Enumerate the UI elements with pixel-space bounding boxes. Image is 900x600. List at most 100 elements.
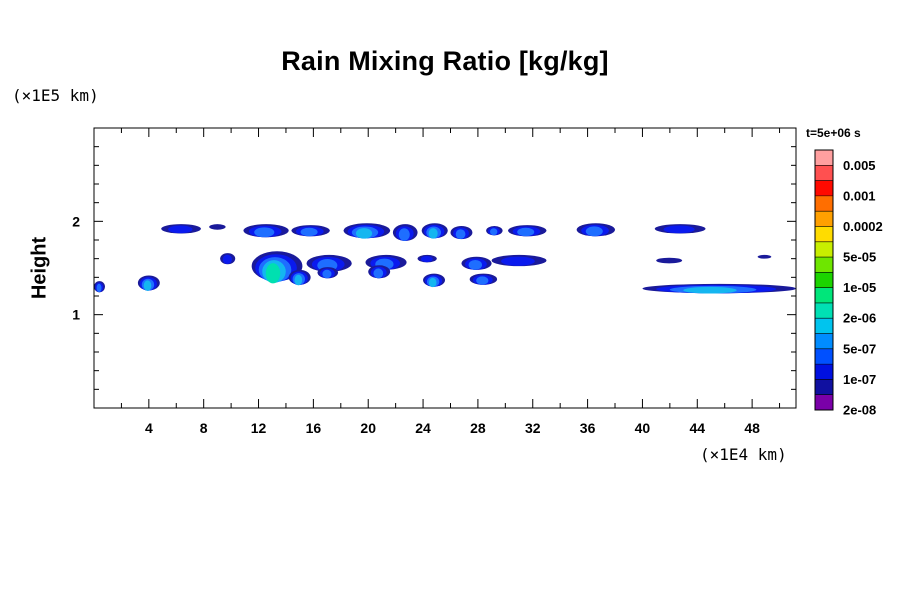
x-tick-label: 16 xyxy=(306,420,322,436)
rain-cell xyxy=(654,224,706,234)
x-tick-label: 32 xyxy=(525,420,541,436)
rain-cell xyxy=(94,281,105,293)
colorbar-swatch xyxy=(815,379,833,396)
plot-border xyxy=(93,127,797,409)
x-tick-label: 20 xyxy=(360,420,376,436)
x-axis-multiplier: (×1E4 km) xyxy=(700,445,787,464)
x-tick-label: 24 xyxy=(415,420,431,436)
colorbar-swatch xyxy=(815,211,833,227)
y-tick-label: 1 xyxy=(72,307,80,323)
colorbar-label: 2e-08 xyxy=(843,403,876,418)
rain-cell xyxy=(368,265,391,279)
rain-cell-layer xyxy=(501,256,535,266)
rain-cell-layer xyxy=(683,286,737,294)
rain-cell xyxy=(469,273,498,285)
rain-cell xyxy=(209,224,226,230)
rain-cell-layer xyxy=(428,228,438,239)
rain-cell-layer xyxy=(222,254,233,264)
rain-cell xyxy=(251,251,303,284)
colorbar-label: 2e-06 xyxy=(843,311,876,326)
colorbar-swatch xyxy=(815,394,833,411)
rain-cell-layer xyxy=(585,226,603,237)
rain-cell-layer xyxy=(420,256,433,263)
rain-cell xyxy=(423,273,445,288)
time-stamp: t=5e+06 s xyxy=(806,126,861,140)
colorbar-swatch xyxy=(815,272,833,289)
rain-cell-layer xyxy=(663,225,695,234)
rain-cell xyxy=(461,256,492,270)
x-tick-label: 40 xyxy=(635,420,651,436)
rain-cell-layer xyxy=(517,227,535,237)
colorbar-label: 0.005 xyxy=(843,158,876,173)
colorbar-label: 1e-05 xyxy=(843,280,876,295)
colorbar-label: 0.001 xyxy=(843,188,876,203)
chart-title: Rain Mixing Ratio [kg/kg] xyxy=(281,46,609,76)
rain-cell-layer xyxy=(455,229,466,240)
rain-cell xyxy=(656,257,683,264)
rain-cell xyxy=(417,254,437,263)
colorbar-swatch xyxy=(815,226,833,243)
rain-cell-layer xyxy=(143,280,152,291)
rain-cell-layer xyxy=(428,277,437,288)
colorbar-border xyxy=(814,149,834,411)
rain-cell xyxy=(220,253,236,265)
colorbar-label: 0.0002 xyxy=(843,219,883,234)
x-tick-label: 36 xyxy=(580,420,596,436)
rain-cell xyxy=(317,267,339,279)
rain-cell xyxy=(392,224,418,241)
rain-cell-layer xyxy=(168,225,193,234)
colorbar-label: 1e-07 xyxy=(843,372,876,387)
rain-cell-layer xyxy=(490,228,498,236)
rain-cell xyxy=(288,269,311,286)
rain-cell-layer xyxy=(476,276,489,285)
rain-cell xyxy=(243,224,289,238)
rain-cell-layer xyxy=(398,228,410,241)
colorbar-label: 5e-05 xyxy=(843,250,876,265)
colorbar-swatch xyxy=(815,241,833,258)
rain-cell-layer xyxy=(300,227,318,237)
colorbar-swatch xyxy=(815,195,833,212)
colorbar-swatch xyxy=(815,257,833,273)
colorbar-swatch xyxy=(815,364,833,380)
colorbar-swatch xyxy=(815,333,833,350)
rain-cell xyxy=(491,254,547,267)
rain-cell-layer xyxy=(468,260,483,270)
rain-cell xyxy=(450,226,473,240)
rain-cell-layer xyxy=(656,257,683,264)
rain-cell xyxy=(161,224,201,234)
rain-cell xyxy=(137,275,160,291)
rain-cell xyxy=(421,223,448,239)
rain-cell xyxy=(642,283,796,294)
colorbar-swatch xyxy=(815,348,833,365)
rain-cell-layer xyxy=(209,224,226,230)
rain-cell xyxy=(486,226,503,236)
x-tick-label: 28 xyxy=(470,420,486,436)
x-tick-label: 4 xyxy=(145,420,153,436)
rain-cell-layer xyxy=(355,228,373,239)
rain-cell-layer xyxy=(322,269,332,279)
rain-cell-layer xyxy=(265,263,281,284)
rain-cell-layer xyxy=(757,254,772,259)
colorbar-swatch xyxy=(815,287,833,304)
rain-cell-layer xyxy=(254,227,275,238)
y-axis-multiplier: (×1E5 km) xyxy=(12,86,99,105)
x-tick-label: 48 xyxy=(744,420,760,436)
rain-cell-layer xyxy=(96,283,102,293)
colorbar-swatch xyxy=(815,180,833,197)
rain-cell xyxy=(343,223,391,239)
x-tick-label: 8 xyxy=(200,420,208,436)
rain-cell xyxy=(508,225,547,237)
rain-cell-layer xyxy=(373,268,384,279)
colorbar-swatch xyxy=(815,302,833,319)
colorbar-swatch xyxy=(815,150,833,166)
rain-cell xyxy=(576,223,616,237)
rain-cell xyxy=(757,254,772,259)
rain-cell-layer xyxy=(294,274,303,286)
colorbar: 0.005 0.001 0.0002 5e-05 1e-05 2e-06 5e-07 1e-0… xyxy=(814,149,883,418)
rain-field xyxy=(94,223,796,294)
colorbar-label: 5e-07 xyxy=(843,341,876,356)
x-tick-label: 44 xyxy=(689,420,705,436)
colorbar-swatch xyxy=(815,165,833,182)
